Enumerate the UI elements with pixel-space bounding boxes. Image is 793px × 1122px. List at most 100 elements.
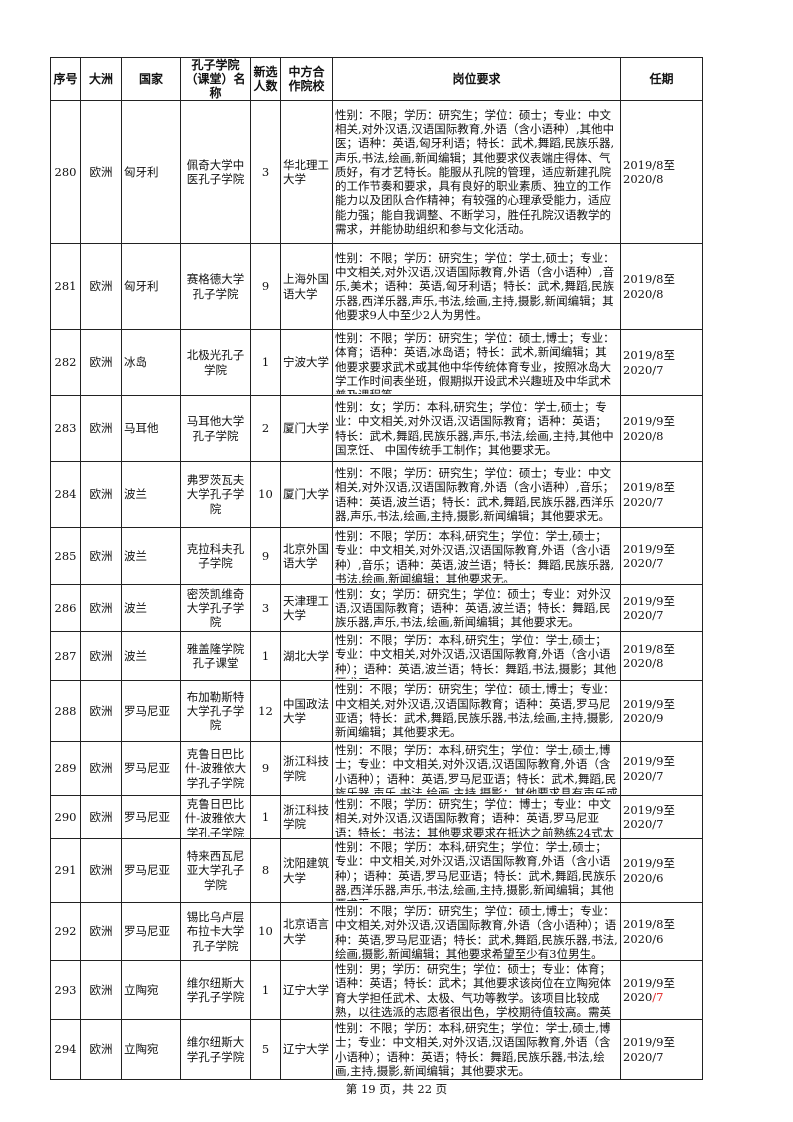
cell-country: 马耳他 — [121, 395, 181, 462]
cell-no: 280 — [50, 100, 81, 244]
cell-no-text: 285 — [54, 548, 77, 563]
cell-country-text: 罗马尼亚 — [124, 924, 170, 939]
cell-partner: 天津理工大学 — [280, 584, 333, 632]
cell-country: 罗马尼亚 — [121, 902, 181, 961]
volunteer-positions-table: 序号 大洲 国家 孔子学院（课堂）名称 新选人数 中方合作院校 岗位要求 任期 … — [50, 57, 703, 1080]
cell-country: 匈牙利 — [121, 100, 181, 244]
term-end: 2020/7 — [623, 990, 700, 1004]
cell-count: 3 — [250, 100, 281, 244]
term-start: 2019/8至 — [623, 917, 675, 932]
cell-term: 2019/9至 2020/6 — [620, 838, 703, 903]
cell-continent: 欧洲 — [80, 1019, 122, 1080]
term-end: 2020/7 — [623, 556, 664, 570]
cell-no: 286 — [50, 584, 81, 632]
cell-partner-text: 辽宁大学 — [283, 1042, 329, 1057]
cell-continent: 欧洲 — [80, 680, 122, 742]
cell-count: 10 — [250, 461, 281, 528]
cell-country-text: 罗马尼亚 — [124, 809, 170, 824]
cell-country-text: 立陶宛 — [124, 1042, 159, 1057]
cell-no-text: 282 — [54, 355, 77, 370]
cell-partner-text: 浙江科技学院 — [283, 754, 329, 783]
cell-institute: 锡比乌卢层布拉卡大学孔子学院 — [180, 902, 251, 961]
cell-no-text: 294 — [54, 1042, 77, 1057]
cell-country-text: 波兰 — [124, 548, 147, 563]
cell-no-text: 283 — [54, 421, 77, 436]
cell-country-text: 波兰 — [124, 600, 147, 615]
cell-no: 282 — [50, 329, 81, 396]
cell-partner-text: 宁波大学 — [283, 355, 329, 370]
term-end: 2020/7 — [623, 768, 664, 783]
cell-continent-text: 欧洲 — [89, 548, 113, 563]
cell-country-text: 匈牙利 — [124, 279, 159, 294]
term-start: 2019/9至 — [623, 802, 675, 817]
cell-count: 12 — [250, 680, 281, 742]
cell-requirements-text: 性别：不限；学历：本科,研究生；学位：学士,硕士；专业：中文相关,对外汉语,汉语… — [335, 633, 617, 679]
term-end: 2020/7 — [623, 608, 664, 622]
cell-institute: 雅盖隆学院孔子课堂 — [180, 631, 251, 681]
term-start: 2019/9至 — [623, 975, 675, 990]
term-end: 2020/8 — [623, 656, 664, 670]
cell-partner-text: 中国政法大学 — [283, 696, 329, 725]
cell-institute-text: 维尔纽斯大学孔子学院 — [186, 975, 245, 1004]
cell-institute: 维尔纽斯大学孔子学院 — [180, 1019, 251, 1080]
cell-no: 294 — [50, 1019, 81, 1080]
cell-institute: 克鲁日巴比什-波雅依大学孔子学院 — [180, 741, 251, 796]
cell-no: 288 — [50, 680, 81, 742]
cell-requirements-text: 性别：男；学历：研究生；学位：硕士；专业：体育；语种：英语；特长：武术；其他要求… — [335, 962, 611, 1018]
cell-count-text: 9 — [261, 279, 270, 294]
cell-no: 287 — [50, 631, 81, 681]
cell-count-text: 9 — [261, 761, 270, 776]
cell-count: 1 — [250, 795, 281, 839]
cell-requirements-text: 性别：不限；学历：研究生；学位：硕士；专业：中文相关,对外汉语,汉语国际教育,外… — [335, 107, 615, 237]
cell-partner-text: 湖北大学 — [283, 648, 329, 663]
table-row: 290 欧洲 罗马尼亚 克鲁日巴比什-波雅依大学孔子学院 1 浙江科技学院 性别：不限；学历… — [50, 795, 703, 839]
cell-no-text: 291 — [54, 863, 77, 878]
term-start: 2019/9至 — [623, 754, 675, 769]
cell-requirements: 性别：不限；学历：研究生；学位：硕士,博士；专业：中文相关,对外汉语,汉语国际教… — [332, 680, 621, 742]
cell-institute: 马耳他大学孔子学院 — [180, 395, 251, 462]
cell-requirements: 性别：不限；学历：研究生；学位：博士；专业：中文相关,对外汉语,汉语国际教育；语… — [332, 795, 621, 839]
cell-count-text: 3 — [261, 600, 270, 615]
cell-continent: 欧洲 — [80, 584, 122, 632]
cell-country-text: 罗马尼亚 — [124, 761, 170, 776]
cell-count-text: 1 — [261, 809, 270, 824]
cell-country-text: 立陶宛 — [124, 982, 159, 997]
cell-continent-text: 欧洲 — [89, 600, 113, 615]
cell-requirements-text: 性别：不限；学历：研究生；学位：学士,硕士；专业：中文相关,对外汉语,汉语国际教… — [335, 250, 615, 322]
cell-term: 2019/9至 2020/7 — [620, 960, 703, 1020]
cell-continent-text: 欧洲 — [89, 863, 113, 878]
cell-term: 2019/8至 2020/6 — [620, 902, 703, 961]
term-end: 2020/7 — [623, 362, 664, 377]
cell-continent: 欧洲 — [80, 795, 122, 839]
cell-no-text: 281 — [54, 279, 77, 294]
cell-term: 2019/8至 2020/7 — [620, 329, 703, 396]
cell-count: 8 — [250, 838, 281, 903]
table-row: 282 欧洲 冰岛 北极光孔子学院 1 宁波大学 性别：不限；学历：研究生；学位：硕士,博士… — [50, 329, 703, 396]
cell-country-text: 马耳他 — [124, 421, 159, 436]
cell-partner-text: 北京语言大学 — [283, 917, 329, 946]
term-start: 2019/8至 — [623, 641, 675, 656]
cell-count: 9 — [250, 527, 281, 585]
cell-requirements: 性别：男；学历：研究生；学位：硕士；专业：体育；语种：英语；特长：武术；其他要求… — [332, 960, 621, 1020]
table-row: 293 欧洲 立陶宛 维尔纽斯大学孔子学院 1 辽宁大学 性别：男；学历：研究生；学位：硕士… — [50, 960, 703, 1020]
cell-requirements: 性别：不限；学历：研究生；学位：硕士,博士；专业：体育；语种：英语,冰岛语；特长… — [332, 329, 621, 396]
cell-requirements: 性别：不限；学历：本科,研究生；学位：学士,硕士；专业：中文相关,对外汉语,汉语… — [332, 838, 621, 903]
term-start: 2019/9至 — [623, 593, 675, 608]
cell-partner: 辽宁大学 — [280, 1019, 333, 1080]
cell-requirements: 性别：不限；学历：本科,研究生；学位：学士,硕士,博士；专业：中文相关,对外汉语… — [332, 741, 621, 796]
cell-institute-text: 佩奇大学中医孔子学院 — [186, 157, 245, 186]
cell-term: 2019/9至 2020/8 — [620, 395, 703, 462]
cell-continent-text: 欧洲 — [89, 487, 113, 502]
cell-partner: 沈阳建筑大学 — [280, 838, 333, 903]
cell-count-text: 10 — [258, 487, 273, 502]
cell-continent-text: 欧洲 — [89, 421, 113, 436]
cell-country: 波兰 — [121, 584, 181, 632]
cell-partner-text: 厦门大学 — [283, 421, 329, 436]
cell-country-text: 波兰 — [124, 487, 147, 502]
cell-no: 285 — [50, 527, 81, 585]
cell-partner: 湖北大学 — [280, 631, 333, 681]
cell-continent: 欧洲 — [80, 243, 122, 330]
table-row: 280 欧洲 匈牙利 佩奇大学中医孔子学院 3 华北理工大学 性别：不限；学历：研究生；学位… — [50, 100, 703, 244]
header-institute: 孔子学院（课堂）名称 — [180, 57, 251, 101]
cell-count: 1 — [250, 631, 281, 681]
